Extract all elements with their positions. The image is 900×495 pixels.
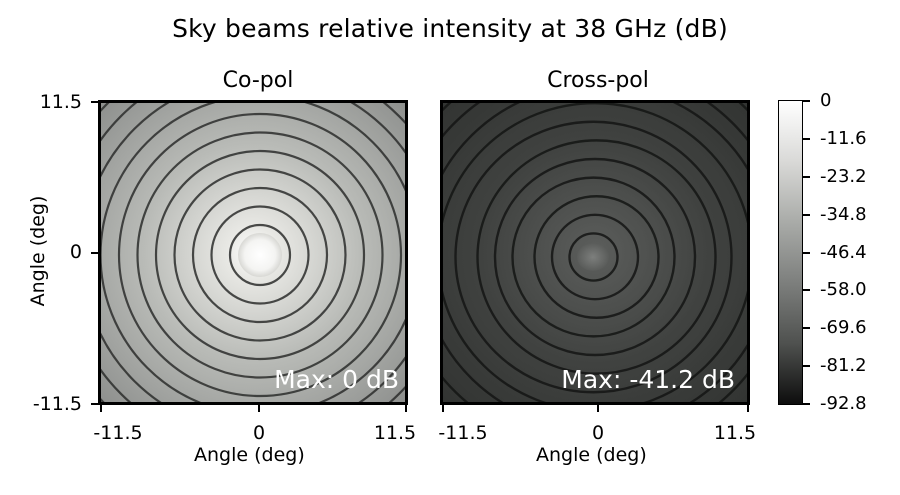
crosspol-ring [550, 213, 640, 301]
crosspol-ring [493, 157, 697, 357]
colorbar-tick-label: -92.8 [820, 393, 867, 414]
crosspol-xtick-left: -11.5 [438, 422, 488, 444]
colorbar-tick-mark [803, 327, 810, 330]
colorbar-tick-mark [803, 175, 810, 178]
crosspol-ring [511, 176, 676, 338]
copol-ring [136, 131, 384, 379]
ytick-bottom: -11.5 [32, 393, 82, 415]
copol-heatmap-svg [101, 103, 405, 402]
copol-ring [228, 223, 292, 287]
crosspol-ring [443, 103, 747, 402]
ytick-mid: 0 [69, 241, 82, 263]
copol-x-axis-label: Angle (deg) [194, 444, 305, 466]
crosspol-heatmap: Max: -41.2 dB [440, 100, 750, 405]
colorbar-tick-label: -81.2 [820, 355, 867, 377]
colorbar-tick-mark [803, 251, 810, 254]
crosspol-heatmap-svg [443, 103, 747, 402]
copol-ring [210, 205, 310, 305]
copol-heatmap: Max: 0 dB [98, 100, 408, 405]
copol-ring [173, 168, 347, 342]
copol-xtick-mid: 0 [252, 422, 266, 444]
copol-xtick-right: 11.5 [373, 422, 417, 444]
copol-xtick-mark-left [100, 405, 102, 412]
copol-ring [117, 112, 403, 398]
colorbar-tick-label: -34.8 [820, 203, 867, 225]
y-axis-label: Angle (deg) [27, 195, 49, 307]
crosspol-x-axis-label: Angle (deg) [536, 444, 647, 466]
crosspol-xtick-mark-left [442, 405, 444, 412]
copol-title: Co-pol [222, 68, 294, 93]
colorbar [778, 100, 803, 405]
chart-title: Sky beams relative intensity at 38 GHz (… [172, 14, 728, 43]
colorbar-tick-label: -11.6 [820, 127, 867, 149]
crosspol-lobe [577, 243, 609, 271]
crosspol-xtick-right: 11.5 [713, 422, 757, 444]
colorbar-tick-mark [803, 137, 810, 140]
copol-max-label: Max: 0 dB [274, 365, 399, 394]
copol-xtick-mark-right [405, 405, 407, 412]
crosspol-ring [454, 120, 733, 394]
colorbar-tick-mark [803, 365, 810, 368]
ytick-top: 11.5 [39, 91, 82, 113]
copol-rings [101, 103, 405, 402]
crosspol-ring [533, 195, 660, 319]
crosspol-xtick-mid: 0 [591, 422, 605, 444]
colorbar-tick-mark [803, 100, 810, 102]
crosspol-rings [443, 103, 747, 402]
crosspol-ring [568, 232, 619, 282]
copol-xtick-mark-mid [258, 405, 260, 412]
crosspol-max-label: Max: -41.2 dB [561, 365, 735, 394]
copol-xtick-left: -11.5 [93, 422, 143, 444]
colorbar-tick-label: -58.0 [820, 279, 867, 301]
crosspol-xtick-mark-right [747, 405, 749, 412]
colorbar-tick-label: -69.6 [820, 317, 867, 339]
colorbar-tick-label: 0 [820, 90, 832, 111]
copol-ring [154, 149, 366, 361]
colorbar-tick-mark [803, 213, 810, 216]
crosspol-title: Cross-pol [547, 68, 649, 93]
copol-main-lobe [238, 233, 282, 277]
crosspol-ring [476, 139, 717, 375]
crosspol-xtick-mark-mid [597, 405, 599, 412]
colorbar-tick-label: -46.4 [820, 241, 867, 263]
colorbar-tick-mark [803, 403, 810, 405]
copol-ring [191, 186, 329, 324]
colorbar-tick-label: -23.2 [820, 165, 867, 187]
ytick-mark-top [91, 101, 98, 103]
ytick-mark-mid [91, 252, 98, 254]
colorbar-tick-mark [803, 289, 810, 292]
ytick-mark-bottom [91, 403, 98, 405]
